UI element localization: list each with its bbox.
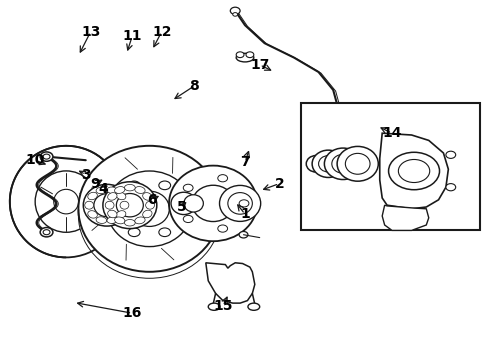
Ellipse shape [54, 189, 78, 214]
Ellipse shape [318, 156, 338, 172]
Circle shape [174, 204, 186, 213]
Circle shape [113, 204, 125, 213]
Ellipse shape [171, 192, 196, 215]
Circle shape [446, 151, 456, 158]
Ellipse shape [108, 193, 117, 200]
Ellipse shape [78, 152, 221, 278]
Ellipse shape [124, 184, 135, 191]
Ellipse shape [332, 154, 354, 173]
Bar [301, 103, 480, 230]
Circle shape [236, 52, 244, 58]
Text: 10: 10 [25, 153, 45, 167]
Circle shape [239, 231, 248, 238]
Text: 6: 6 [147, 193, 157, 207]
Ellipse shape [107, 187, 118, 194]
Ellipse shape [88, 192, 98, 200]
Text: 12: 12 [152, 25, 172, 39]
Ellipse shape [35, 171, 97, 232]
Ellipse shape [107, 217, 118, 224]
Ellipse shape [169, 166, 257, 241]
Ellipse shape [337, 147, 378, 181]
Circle shape [159, 228, 171, 237]
Text: 14: 14 [382, 126, 402, 140]
Ellipse shape [324, 148, 362, 180]
Circle shape [183, 215, 193, 222]
Circle shape [230, 7, 240, 14]
Ellipse shape [94, 194, 120, 217]
Circle shape [246, 52, 254, 58]
Ellipse shape [83, 184, 130, 226]
Text: 9: 9 [91, 177, 100, 190]
Text: 1: 1 [240, 207, 250, 221]
Text: 8: 8 [189, 80, 198, 93]
Circle shape [40, 228, 53, 237]
Ellipse shape [146, 201, 154, 209]
Ellipse shape [115, 217, 125, 224]
Ellipse shape [208, 303, 220, 310]
Circle shape [239, 200, 249, 207]
Circle shape [183, 184, 193, 192]
Circle shape [40, 152, 53, 161]
Circle shape [389, 152, 440, 190]
Ellipse shape [96, 187, 107, 194]
Ellipse shape [96, 217, 107, 224]
Ellipse shape [78, 146, 221, 272]
Polygon shape [382, 205, 429, 230]
Ellipse shape [88, 211, 98, 218]
Ellipse shape [116, 192, 126, 200]
Text: 5: 5 [176, 200, 186, 214]
Ellipse shape [192, 185, 234, 221]
Circle shape [43, 154, 50, 159]
Circle shape [218, 225, 227, 232]
Circle shape [159, 181, 171, 190]
Text: 11: 11 [122, 29, 142, 43]
Ellipse shape [117, 194, 143, 217]
Circle shape [128, 181, 140, 190]
Ellipse shape [129, 191, 170, 226]
Ellipse shape [108, 210, 117, 218]
Circle shape [233, 13, 238, 16]
Ellipse shape [184, 195, 203, 212]
Circle shape [398, 159, 430, 183]
Text: 2: 2 [274, 177, 284, 190]
Text: 7: 7 [240, 155, 250, 169]
Ellipse shape [220, 185, 261, 221]
Text: 16: 16 [122, 306, 142, 320]
Text: 13: 13 [81, 25, 100, 39]
Ellipse shape [236, 53, 254, 62]
Ellipse shape [135, 217, 145, 224]
Ellipse shape [107, 171, 192, 247]
Text: 15: 15 [213, 299, 233, 313]
Text: 17: 17 [250, 58, 270, 72]
Ellipse shape [306, 156, 326, 172]
Text: 3: 3 [81, 168, 91, 181]
Ellipse shape [10, 146, 122, 257]
Polygon shape [380, 133, 448, 209]
Ellipse shape [103, 182, 157, 229]
Circle shape [218, 175, 227, 182]
Ellipse shape [248, 303, 260, 310]
Polygon shape [206, 263, 255, 303]
Circle shape [128, 228, 140, 237]
Ellipse shape [85, 201, 94, 209]
Ellipse shape [228, 193, 252, 214]
Ellipse shape [120, 201, 129, 209]
Ellipse shape [115, 186, 125, 193]
Ellipse shape [116, 211, 126, 218]
Ellipse shape [312, 150, 344, 177]
Ellipse shape [143, 210, 152, 218]
Ellipse shape [143, 193, 152, 200]
Circle shape [446, 184, 456, 191]
Circle shape [43, 230, 50, 235]
Ellipse shape [135, 186, 145, 193]
Ellipse shape [345, 153, 370, 174]
Ellipse shape [124, 220, 135, 226]
Text: 4: 4 [98, 182, 108, 196]
Ellipse shape [105, 201, 114, 209]
